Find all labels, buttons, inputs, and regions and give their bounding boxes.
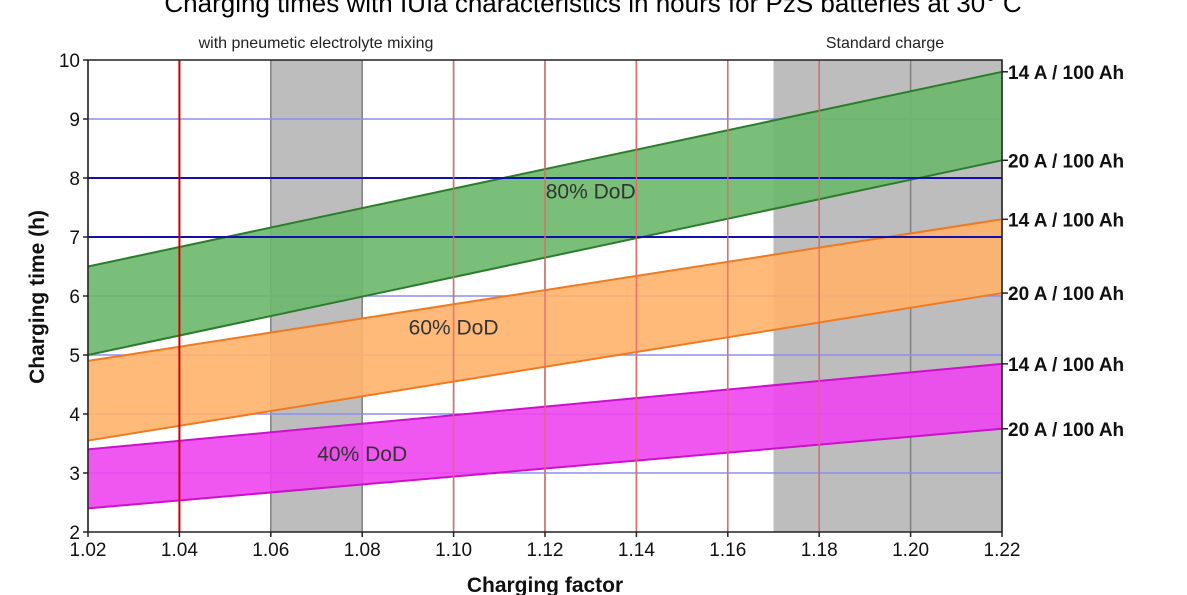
x-tick-label-6: 1.14 (618, 540, 655, 561)
x-tick-label-3: 1.08 (344, 540, 381, 561)
band-label-2: 40% DoD (317, 443, 407, 466)
chart-title: Charging times with IUIa characteristics… (164, 0, 1021, 18)
x-tick-label-9: 1.20 (892, 540, 929, 561)
y-tick-label-7: 9 (69, 110, 80, 131)
right-label-4: 14 A / 100 Ah (1008, 355, 1124, 376)
band-label-0: 80% DoD (546, 181, 636, 204)
right-label-5: 20 A / 100 Ah (1008, 420, 1124, 441)
y-tick-label-6: 8 (69, 169, 80, 190)
band-label-1: 60% DoD (409, 316, 499, 339)
right-label-3: 20 A / 100 Ah (1008, 284, 1124, 305)
x-tick-label-2: 1.06 (252, 540, 289, 561)
x-tick-label-0: 1.02 (70, 540, 107, 561)
x-tick-label-4: 1.10 (435, 540, 472, 561)
x-tick-label-10: 1.22 (984, 540, 1021, 561)
right-label-0: 14 A / 100 Ah (1008, 63, 1124, 84)
right-label-2: 14 A / 100 Ah (1008, 210, 1124, 231)
y-tick-label-5: 7 (69, 228, 80, 249)
y-tick-label-1: 3 (69, 464, 80, 485)
y-axis-title: Charging time (h) (26, 210, 49, 384)
x-axis-title: Charging factor (467, 574, 623, 595)
y-tick-label-4: 6 (69, 287, 80, 308)
x-tick-label-5: 1.12 (527, 540, 564, 561)
right-label-1: 20 A / 100 Ah (1008, 151, 1124, 172)
y-tick-label-2: 4 (69, 405, 80, 426)
annotation-standard-charge: Standard charge (826, 35, 944, 52)
y-tick-label-3: 5 (69, 346, 80, 367)
x-tick-label-8: 1.18 (801, 540, 838, 561)
x-tick-label-7: 1.16 (709, 540, 746, 561)
x-tick-label-1: 1.04 (161, 540, 198, 561)
annotation-pneumatic-mixing: with pneumetic electrolyte mixing (198, 35, 434, 52)
y-tick-label-8: 10 (59, 51, 80, 72)
y-tick-label-0: 2 (69, 523, 80, 544)
